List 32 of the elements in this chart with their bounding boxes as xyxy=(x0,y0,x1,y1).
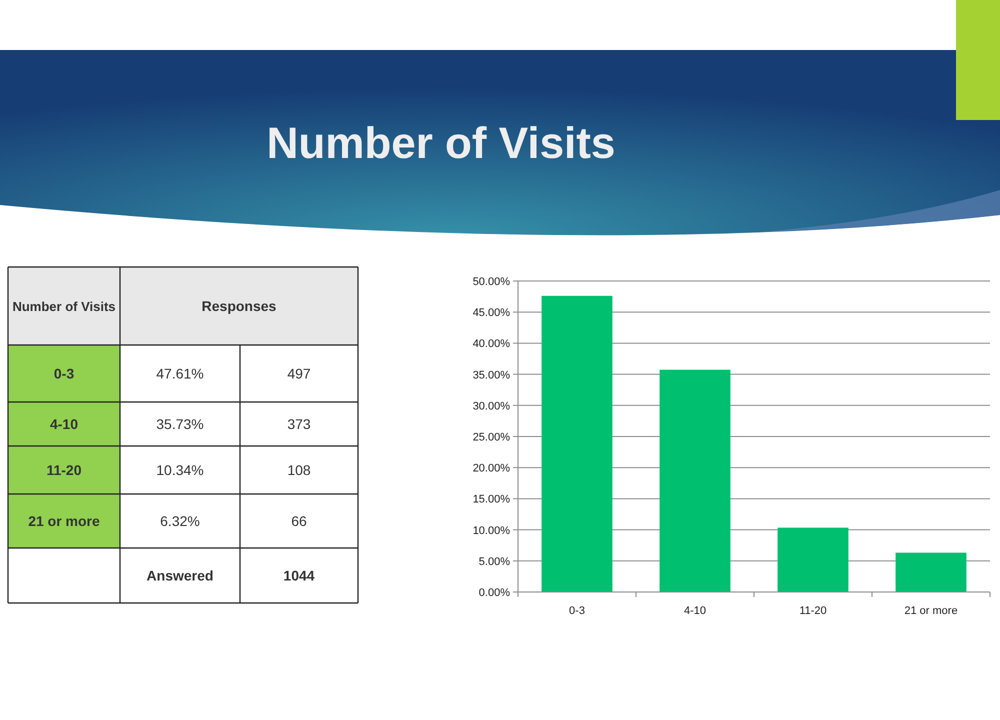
x-tick-label: 21 or more xyxy=(904,605,958,617)
text: 47.61% xyxy=(156,366,204,382)
y-tick-label: 40.00% xyxy=(472,338,510,350)
text: 1044 xyxy=(283,568,315,584)
y-tick-label: 10.00% xyxy=(472,524,510,537)
category-label: 11-20 xyxy=(46,462,82,478)
x-tick-label: 0-3 xyxy=(569,605,585,617)
x-tick-label: 4-10 xyxy=(684,605,706,617)
y-tick-label: 0.00% xyxy=(478,587,510,599)
category-label: 0-3 xyxy=(54,366,74,382)
text: Answered xyxy=(146,568,214,584)
y-tick-label: 30.00% xyxy=(472,400,510,412)
y-tick-label: 20.00% xyxy=(472,462,510,475)
y-tick-label: 15.00% xyxy=(472,494,510,506)
chart-title: Number of Visits xyxy=(266,119,616,168)
y-tick-label: 45.00% xyxy=(472,307,510,320)
y-tick-label: 50.00% xyxy=(472,276,510,288)
text: 66 xyxy=(291,513,307,529)
text: Number of Visits xyxy=(12,299,116,314)
text: 373 xyxy=(287,416,311,432)
category-label: 4-10 xyxy=(50,416,78,432)
y-tick-label: 25.00% xyxy=(472,432,510,444)
text: Responses xyxy=(202,298,277,314)
text: 497 xyxy=(287,366,311,382)
text: 108 xyxy=(287,462,311,478)
text: 10.34% xyxy=(156,462,204,478)
text: 35.73% xyxy=(156,416,204,432)
x-tick-label: 11-20 xyxy=(799,605,827,617)
category-label: 21 or more xyxy=(28,513,100,529)
y-tick-label: 5.00% xyxy=(478,556,510,568)
text: 6.32% xyxy=(160,513,200,529)
y-tick-label: 35.00% xyxy=(472,369,510,382)
